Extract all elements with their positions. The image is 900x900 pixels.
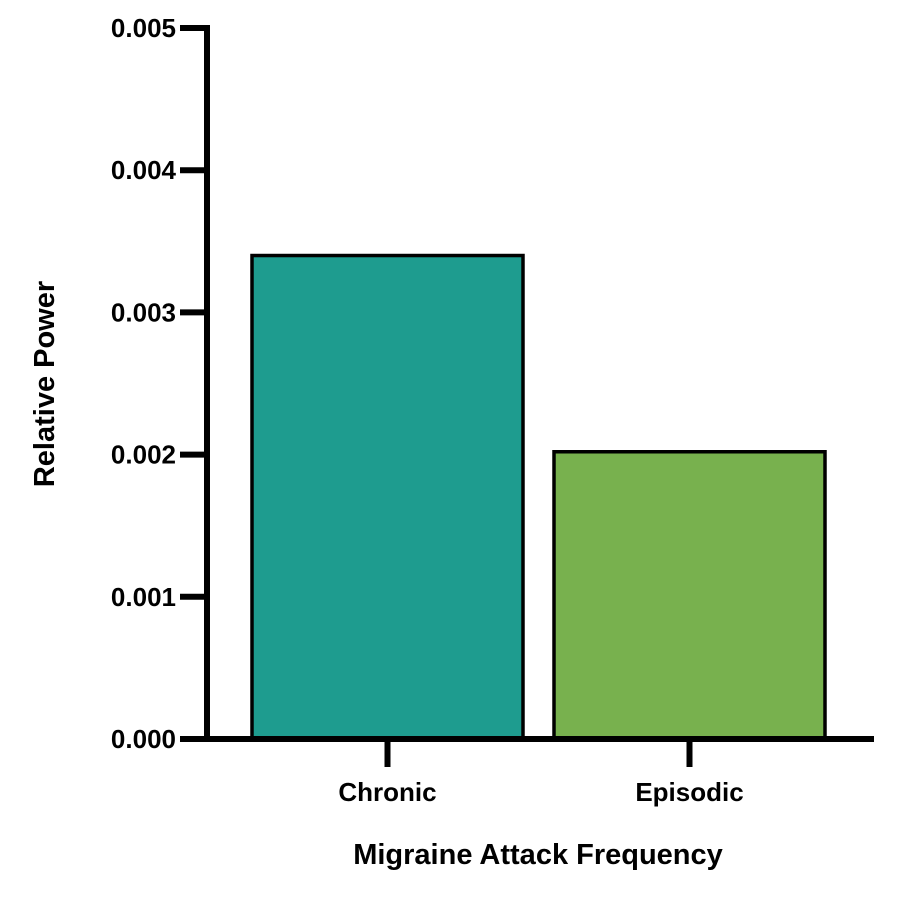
- x-tick-label: Chronic: [338, 777, 436, 807]
- y-tick-label: 0.003: [111, 297, 176, 327]
- x-axis-title: Migraine Attack Frequency: [353, 839, 723, 871]
- y-axis-ticks: 0.000 0.001 0.002 0.003 0.004 0.005: [111, 13, 207, 754]
- bars: [250, 253, 827, 741]
- y-tick-label: 0.002: [111, 440, 176, 470]
- bar-episodic: [552, 450, 827, 741]
- y-tick-label: 0.004: [111, 155, 177, 185]
- bar-chronic: [250, 253, 525, 741]
- y-tick-label: 0.000: [111, 724, 176, 754]
- y-axis-title: Relative Power: [29, 281, 61, 487]
- y-tick-label: 0.001: [111, 582, 176, 612]
- x-axis-ticks: Chronic Episodic: [338, 739, 744, 807]
- x-tick-label: Episodic: [635, 777, 743, 807]
- y-tick-label: 0.005: [111, 13, 176, 43]
